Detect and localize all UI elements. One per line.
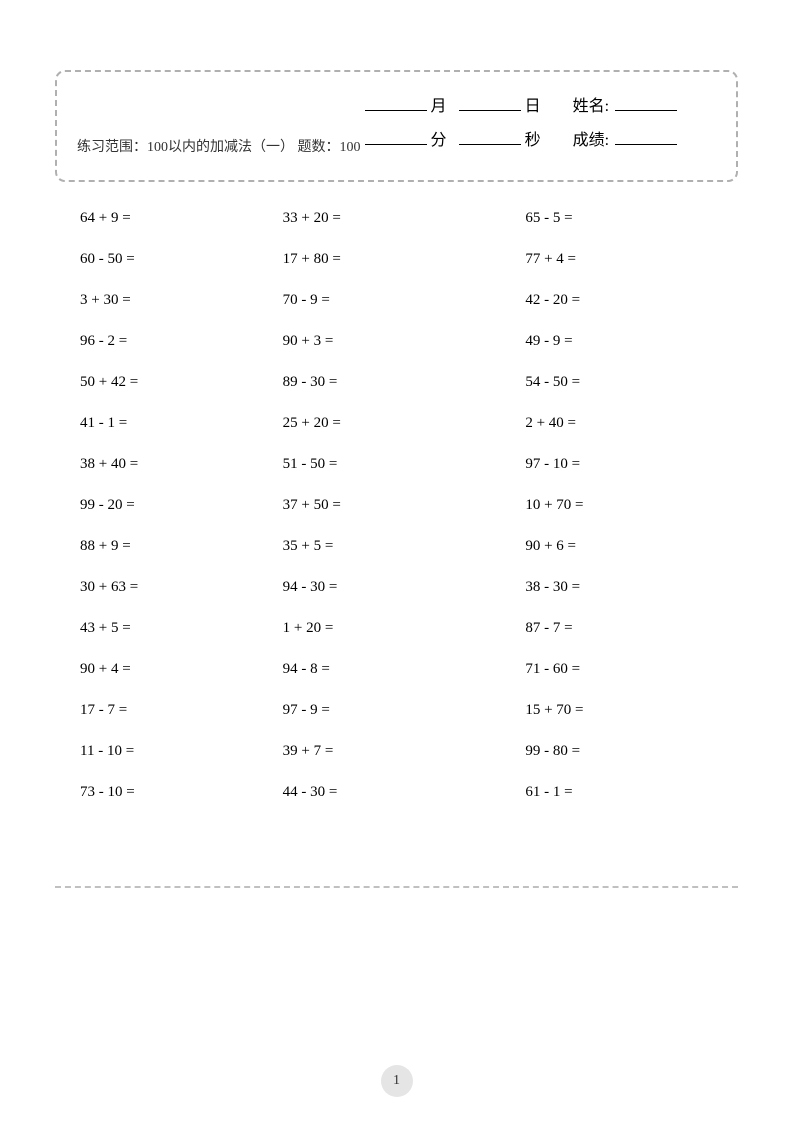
practice-range-text: 练习范围：100以内的加减法（一） 题数：100 <box>77 140 361 155</box>
problem-cell: 25 + 20 = <box>268 415 471 432</box>
problem-cell: 89 - 30 = <box>268 374 471 391</box>
problem-cell: 38 - 30 = <box>470 579 713 596</box>
problem-row: 3 + 30 =70 - 9 =42 - 20 = <box>80 292 713 309</box>
problem-cell: 41 - 1 = <box>80 415 268 432</box>
problem-cell: 35 + 5 = <box>268 538 471 555</box>
problem-cell: 87 - 7 = <box>470 620 713 637</box>
problem-cell: 33 + 20 = <box>268 210 471 227</box>
problem-cell: 51 - 50 = <box>268 456 471 473</box>
problem-cell: 54 - 50 = <box>470 374 713 391</box>
problem-cell: 42 - 20 = <box>470 292 713 309</box>
day-blank[interactable] <box>459 110 521 111</box>
problem-cell: 17 - 7 = <box>80 702 268 719</box>
problem-row: 11 - 10 =39 + 7 =99 - 80 = <box>80 743 713 760</box>
problem-cell: 39 + 7 = <box>268 743 471 760</box>
date-name-row: 月 日 姓名: <box>365 92 716 116</box>
problem-row: 17 - 7 =97 - 9 =15 + 70 = <box>80 702 713 719</box>
problem-cell: 11 - 10 = <box>80 743 268 760</box>
problem-cell: 61 - 1 = <box>470 784 713 801</box>
problem-cell: 15 + 70 = <box>470 702 713 719</box>
problem-cell: 10 + 70 = <box>470 497 713 514</box>
problem-cell: 64 + 9 = <box>80 210 268 227</box>
problem-cell: 37 + 50 = <box>268 497 471 514</box>
problem-row: 60 - 50 =17 + 80 =77 + 4 = <box>80 251 713 268</box>
problem-cell: 17 + 80 = <box>268 251 471 268</box>
problem-row: 50 + 42 =89 - 30 =54 - 50 = <box>80 374 713 391</box>
problem-cell: 96 - 2 = <box>80 333 268 350</box>
student-info-block: 月 日 姓名: 分 秒 成绩: <box>365 92 716 160</box>
minute-blank[interactable] <box>365 144 427 145</box>
page-number-text: 1 <box>393 1073 400 1089</box>
month-label: 月 <box>431 92 447 116</box>
problem-cell: 94 - 8 = <box>268 661 471 678</box>
problem-cell: 73 - 10 = <box>80 784 268 801</box>
bottom-divider <box>55 886 738 888</box>
problem-row: 64 + 9 =33 + 20 =65 - 5 = <box>80 210 713 227</box>
problem-cell: 90 + 3 = <box>268 333 471 350</box>
problem-row: 43 + 5 =1 + 20 =87 - 7 = <box>80 620 713 637</box>
problem-cell: 50 + 42 = <box>80 374 268 391</box>
worksheet-header-box: 练习范围：100以内的加减法（一） 题数：100 月 日 姓名: 分 秒 成绩: <box>55 70 738 182</box>
problem-cell: 60 - 50 = <box>80 251 268 268</box>
problem-cell: 97 - 10 = <box>470 456 713 473</box>
page-number-badge: 1 <box>381 1065 413 1097</box>
problem-cell: 90 + 4 = <box>80 661 268 678</box>
problem-cell: 88 + 9 = <box>80 538 268 555</box>
problem-cell: 43 + 5 = <box>80 620 268 637</box>
time-score-row: 分 秒 成绩: <box>365 126 716 150</box>
problem-cell: 90 + 6 = <box>470 538 713 555</box>
problems-grid: 64 + 9 =33 + 20 =65 - 5 = 60 - 50 =17 + 8… <box>55 202 738 801</box>
problem-row: 41 - 1 =25 + 20 =2 + 40 = <box>80 415 713 432</box>
problem-cell: 3 + 30 = <box>80 292 268 309</box>
problem-row: 73 - 10 =44 - 30 =61 - 1 = <box>80 784 713 801</box>
second-label: 秒 <box>525 126 541 150</box>
problem-row: 88 + 9 =35 + 5 =90 + 6 = <box>80 538 713 555</box>
problem-cell: 71 - 60 = <box>470 661 713 678</box>
problem-row: 30 + 63 =94 - 30 =38 - 30 = <box>80 579 713 596</box>
problem-row: 38 + 40 =51 - 50 =97 - 10 = <box>80 456 713 473</box>
problem-cell: 44 - 30 = <box>268 784 471 801</box>
score-label: 成绩: <box>573 126 609 150</box>
name-label: 姓名: <box>573 92 609 116</box>
problem-cell: 38 + 40 = <box>80 456 268 473</box>
problem-cell: 70 - 9 = <box>268 292 471 309</box>
problem-cell: 99 - 80 = <box>470 743 713 760</box>
practice-info: 练习范围：100以内的加减法（一） 题数：100 <box>77 106 365 160</box>
problem-row: 99 - 20 =37 + 50 =10 + 70 = <box>80 497 713 514</box>
second-blank[interactable] <box>459 144 521 145</box>
problem-row: 90 + 4 =94 - 8 =71 - 60 = <box>80 661 713 678</box>
problem-cell: 30 + 63 = <box>80 579 268 596</box>
minute-label: 分 <box>431 126 447 150</box>
problem-cell: 77 + 4 = <box>470 251 713 268</box>
problem-cell: 94 - 30 = <box>268 579 471 596</box>
problem-cell: 65 - 5 = <box>470 210 713 227</box>
month-blank[interactable] <box>365 110 427 111</box>
name-blank[interactable] <box>615 110 677 111</box>
problem-cell: 97 - 9 = <box>268 702 471 719</box>
problem-cell: 2 + 40 = <box>470 415 713 432</box>
problem-row: 96 - 2 =90 + 3 =49 - 9 = <box>80 333 713 350</box>
score-blank[interactable] <box>615 144 677 145</box>
problem-cell: 49 - 9 = <box>470 333 713 350</box>
problem-cell: 1 + 20 = <box>268 620 471 637</box>
day-label: 日 <box>525 92 541 116</box>
problem-cell: 99 - 20 = <box>80 497 268 514</box>
